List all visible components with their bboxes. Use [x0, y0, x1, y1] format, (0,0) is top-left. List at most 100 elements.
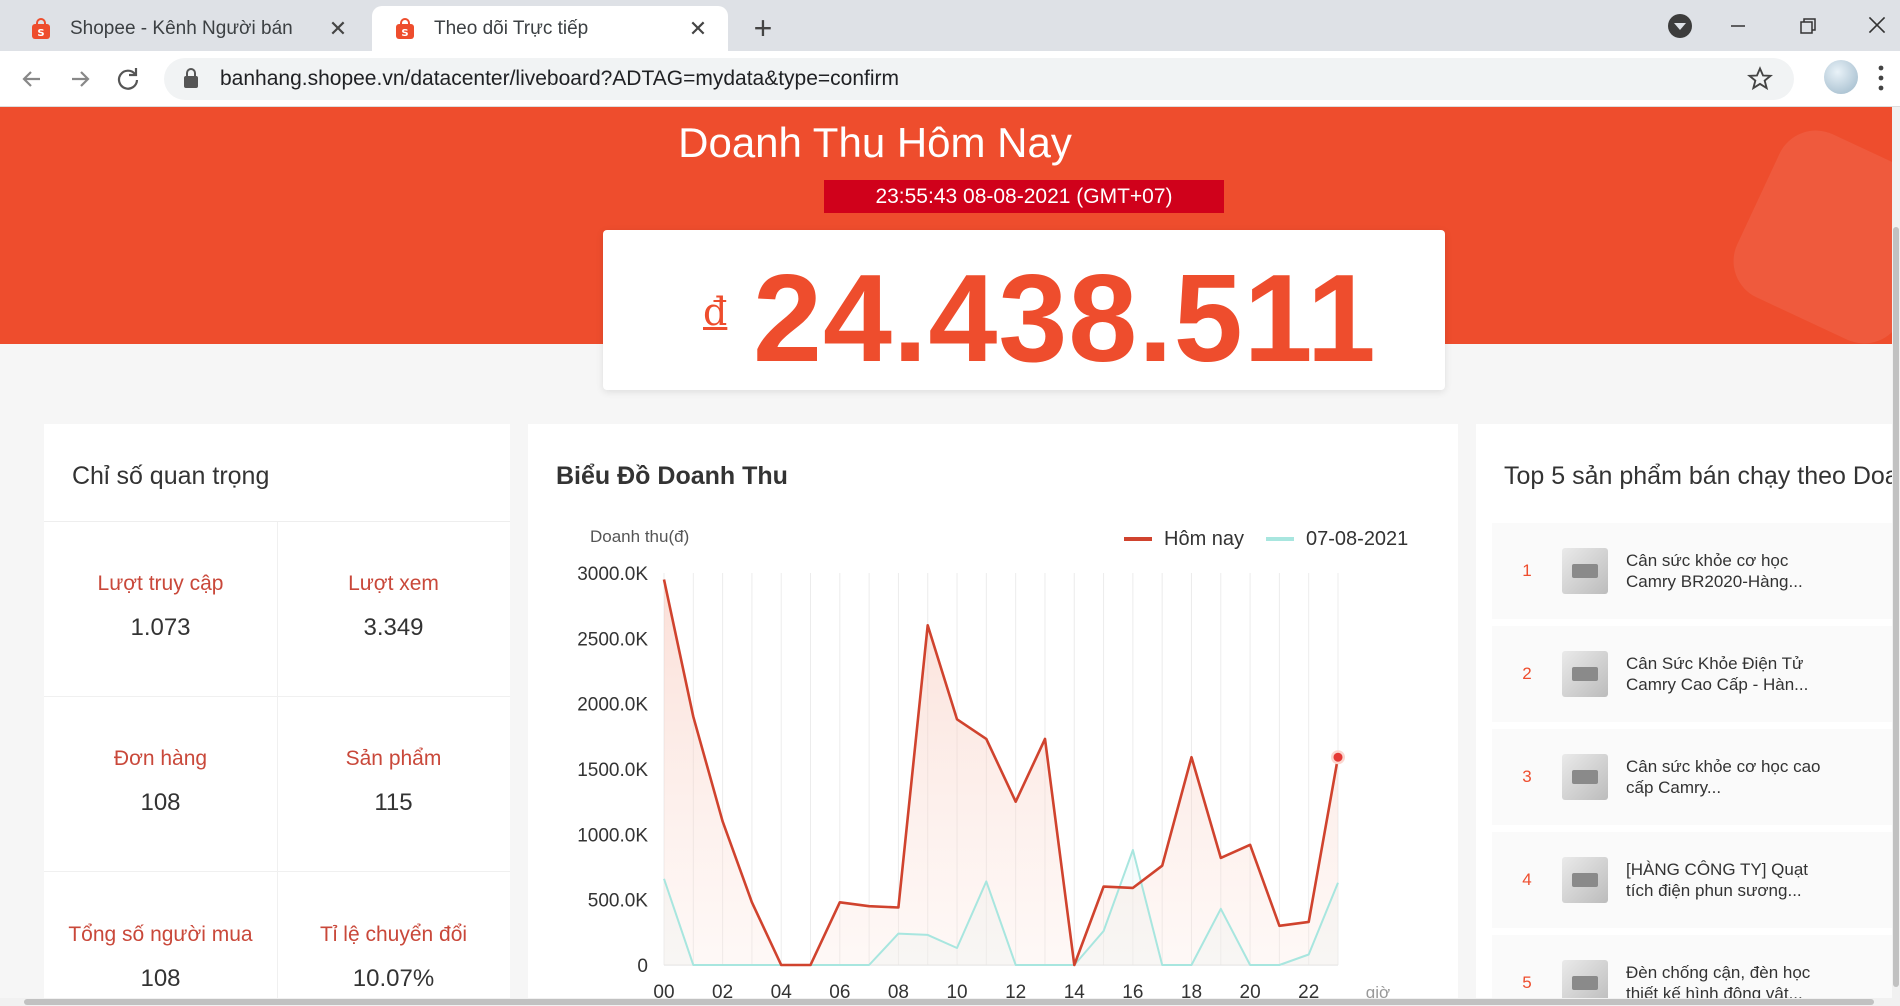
y-tick-label: 1500.0K: [577, 760, 648, 781]
series-line-previous-day: [663, 849, 1339, 966]
x-axis-label: giờ: [1366, 983, 1390, 1002]
vertical-scrollbar[interactable]: [1892, 107, 1900, 998]
revenue-chart-card: Biểu Đồ Doanh Thu 3000.0K 2500.0K 2000.0K 1…: [528, 424, 1458, 1006]
metric-label: Lượt truy cập: [97, 572, 224, 595]
data-point-current: [1333, 752, 1343, 762]
divider: [277, 522, 278, 1006]
metric-value: 1.073: [130, 614, 191, 641]
product-row[interactable]: 3 Cân sức khỏe cơ học cao cấp Camry...: [1492, 729, 1900, 825]
address-bar[interactable]: banhang.shopee.vn/datacenter/liveboard?A…: [164, 58, 1794, 100]
y-axis-label: Doanh thu(đ): [590, 527, 689, 546]
profile-avatar[interactable]: [1824, 60, 1858, 94]
x-tick-label: 16: [1122, 982, 1143, 1003]
browser-tab-liveboard[interactable]: S Theo dõi Trực tiếp ✕: [372, 6, 728, 51]
scrollbar-thumb[interactable]: [1893, 227, 1899, 987]
reload-icon[interactable]: [110, 61, 146, 97]
browser-tab-seller-centre[interactable]: S Shopee - Kênh Người bán ✕: [8, 6, 368, 51]
svg-text:S: S: [37, 28, 44, 39]
metric-value: 108: [140, 965, 181, 992]
product-name: Cân sức khỏe cơ học cao cấp Camry...: [1626, 757, 1821, 797]
revenue-line-chart[interactable]: 3000.0K 2500.0K 2000.0K 1500.0K 1000.0K 500.0…: [528, 424, 1458, 1006]
tab-search-icon[interactable]: [1668, 14, 1692, 38]
new-tab-button[interactable]: +: [753, 10, 773, 46]
x-tick-label: 18: [1181, 982, 1202, 1003]
series-line-today: [662, 579, 1340, 967]
y-tick-label: 1000.0K: [577, 825, 648, 846]
horizontal-scrollbar[interactable]: [0, 998, 1900, 1006]
metric-value: 108: [140, 789, 181, 816]
y-tick-label: 2000.0K: [577, 695, 648, 716]
y-tick-label: 3000.0K: [577, 564, 648, 585]
lock-icon: [184, 67, 198, 88]
minimize-icon[interactable]: [1726, 14, 1750, 38]
product-row[interactable]: 5 Đèn chống cận, đèn học thiết kế hình đ…: [1492, 935, 1900, 1006]
forward-arrow-icon[interactable]: [62, 61, 98, 97]
product-rank: 5: [1522, 973, 1532, 992]
metric-label: Lượt xem: [348, 572, 439, 595]
x-tick-label: 12: [1005, 982, 1026, 1003]
metric-label: Sản phẩm: [345, 747, 442, 770]
x-tick-label: 02: [712, 982, 733, 1003]
svg-text:S: S: [401, 28, 408, 39]
product-thumbnail: [1562, 651, 1608, 697]
close-tab-icon[interactable]: ✕: [688, 15, 708, 41]
metric-label: Tỉ lệ chuyển đổi: [319, 923, 468, 946]
metric-visits[interactable]: Lượt truy cập 1.073: [44, 572, 277, 642]
scrollbar-thumb[interactable]: [24, 999, 1874, 1005]
metric-products[interactable]: Sản phẩm 115: [277, 747, 510, 817]
product-name: Cân sức khỏe cơ học Camry BR2020-Hàng...: [1626, 551, 1803, 591]
product-thumbnail: [1562, 754, 1608, 800]
shopee-bag-icon: S: [396, 17, 414, 39]
product-thumbnail: [1562, 548, 1608, 594]
metric-buyers[interactable]: Tổng số người mua 108: [44, 923, 277, 993]
browser-tabstrip: S Shopee - Kênh Người bán ✕ S Theo dõi T…: [0, 0, 1900, 51]
metrics-title: Chỉ số quan trọng: [72, 462, 270, 490]
product-row[interactable]: 2 Cân Sức Khỏe Điện Tử Camry Cao Cấp - H…: [1492, 626, 1900, 722]
x-tick-label: 22: [1298, 982, 1319, 1003]
x-tick-label: 10: [946, 982, 967, 1003]
chart-title: Biểu Đồ Doanh Thu: [556, 462, 788, 490]
product-row[interactable]: 4 [HÀNG CÔNG TY] Quạt tích điện phun sươ…: [1492, 832, 1900, 928]
x-tick-label: 00: [653, 982, 674, 1003]
hero-timestamp: 23:55:43 08-08-2021 (GMT+07): [824, 180, 1224, 213]
metric-views[interactable]: Lượt xem 3.349: [277, 572, 510, 642]
metric-conversion-rate[interactable]: Tỉ lệ chuyển đổi 10.07%: [277, 923, 510, 993]
y-tick-label: 500.0K: [588, 891, 649, 912]
product-rank: 3: [1522, 767, 1532, 786]
top5-title: Top 5 sản phẩm bán chạy theo Doanh: [1504, 462, 1900, 490]
y-tick-label: 2500.0K: [577, 629, 648, 650]
legend-label: 07-08-2021: [1306, 528, 1408, 550]
window-close-icon[interactable]: [1864, 12, 1890, 38]
x-tick-label: 20: [1240, 982, 1261, 1003]
product-name: [HÀNG CÔNG TY] Quạt tích điện phun sương…: [1626, 860, 1809, 900]
metric-label: Đơn hàng: [113, 747, 208, 770]
x-tick-label: 06: [829, 982, 850, 1003]
shopee-bag-icon: S: [32, 17, 50, 39]
bookmark-star-icon[interactable]: [1746, 65, 1774, 93]
metric-value: 115: [374, 789, 413, 816]
metric-label: Tổng số người mua: [68, 923, 253, 946]
x-tick-label: 04: [771, 982, 793, 1003]
hero-title: Doanh Thu Hôm Nay: [678, 119, 1072, 166]
product-rank: 2: [1522, 664, 1532, 683]
legend-label: Hôm nay: [1164, 528, 1244, 550]
product-row[interactable]: 1 Cân sức khỏe cơ học Camry BR2020-Hàng.…: [1492, 523, 1900, 619]
metric-orders[interactable]: Đơn hàng 108: [44, 747, 277, 817]
x-tick-label: 14: [1064, 982, 1086, 1003]
back-arrow-icon[interactable]: [14, 61, 50, 97]
product-rank: 1: [1522, 561, 1532, 580]
restore-icon[interactable]: [1796, 14, 1820, 38]
x-tick-label: 08: [888, 982, 909, 1003]
product-name: Cân Sức Khỏe Điện Tử Camry Cao Cấp - Hàn…: [1626, 654, 1809, 694]
tab-title: Theo dõi Trực tiếp: [434, 17, 589, 39]
metric-value: 3.349: [363, 614, 424, 641]
divider: [44, 696, 510, 697]
close-tab-icon[interactable]: ✕: [328, 15, 348, 41]
divider: [44, 871, 510, 872]
revenue-value: 24.438.511: [753, 250, 1377, 388]
url-text: banhang.shopee.vn/datacenter/liveboard?A…: [220, 67, 900, 90]
kebab-menu-icon[interactable]: [1876, 63, 1886, 93]
key-metrics-card: Chỉ số quan trọng Lượt truy cập 1.073 Lư…: [44, 424, 510, 1006]
revenue-total-card: đ 24.438.511: [603, 230, 1445, 390]
top5-products-card: Top 5 sản phẩm bán chạy theo Doanh 1 Cân…: [1476, 424, 1900, 1006]
